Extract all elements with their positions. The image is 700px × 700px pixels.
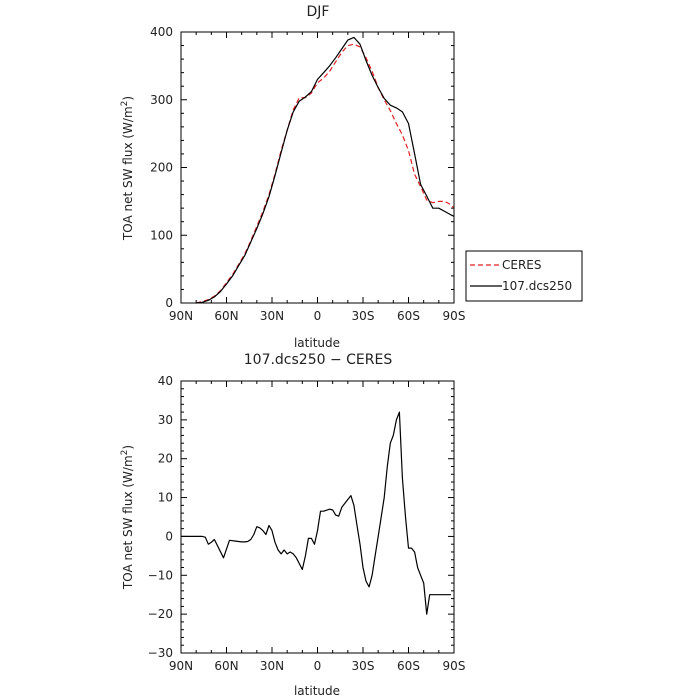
- top-y-tick-label: 0: [165, 296, 173, 310]
- bottom-x-tick-label: 30N: [260, 659, 284, 673]
- top-y-tick-label: 300: [150, 93, 173, 107]
- top-x-tick-label: 60N: [214, 309, 238, 323]
- bottom-y-tick-label: 10: [158, 491, 173, 505]
- bottom-y-tick-label: 0: [165, 529, 173, 543]
- bottom-x-axis-label: latitude: [294, 684, 340, 698]
- bottom-x-tick-label: 60N: [214, 659, 238, 673]
- bottom-chart-title: 107.dcs250 − CERES: [244, 352, 393, 368]
- bottom-panel: 107.dcs250 − CERES 90N 60N 30N 0 30S 60S 90S −3…: [120, 352, 465, 698]
- legend-box: [465, 250, 583, 302]
- top-x-tick-label: 30N: [260, 309, 284, 323]
- bottom-x-tick-label: 90N: [169, 659, 193, 673]
- legend-ceres-label: CERES: [502, 258, 542, 272]
- bottom-y-tick-label: 20: [158, 452, 173, 466]
- bottom-y-tick-label: −10: [148, 568, 173, 582]
- top-x-tick-label: 60S: [397, 309, 420, 323]
- bottom-y-tick-label: −20: [148, 607, 173, 621]
- top-y-axis-label: TOA net SW flux (W/m2): [120, 96, 135, 241]
- top-x-tick-label: 0: [314, 309, 322, 323]
- bottom-y-axis-label-sup: 2: [120, 450, 130, 456]
- top-axes: 90N 60N 30N 0 30S 60S 90S 0 100 200 300 400: [150, 25, 465, 323]
- bottom-y-tick-label: −30: [148, 646, 173, 660]
- legend: CERES 107.dcs250: [465, 250, 583, 302]
- top-y-axis-label-tail: ): [121, 96, 135, 101]
- bottom-x-tick-label: 30S: [352, 659, 375, 673]
- top-series-ceres-line: [196, 43, 455, 304]
- top-x-tick-label: 90N: [169, 309, 193, 323]
- top-y-tick-label: 100: [150, 228, 173, 242]
- bottom-x-tick-label: 60S: [397, 659, 420, 673]
- top-x-axis-label: latitude: [294, 336, 340, 350]
- bottom-y-axis-label: TOA net SW flux (W/m2): [120, 445, 135, 590]
- bottom-series-difference-line: [181, 411, 451, 615]
- bottom-y-axis-label-main: TOA net SW flux (W/m: [121, 455, 135, 590]
- bottom-y-tick-label: 30: [158, 413, 173, 427]
- bottom-x-tick-label: 0: [314, 659, 322, 673]
- legend-model-label: 107.dcs250: [502, 279, 572, 293]
- top-y-tick-label: 200: [150, 161, 173, 175]
- top-series-group: [196, 36, 455, 304]
- top-series-107-dcs250-line: [196, 36, 455, 304]
- bottom-x-tick-label: 90S: [443, 659, 466, 673]
- top-y-axis-label-main: TOA net SW flux (W/m: [121, 106, 135, 241]
- bottom-series-group: [181, 411, 451, 615]
- top-chart-title: DJF: [307, 4, 330, 20]
- top-x-tick-label: 30S: [352, 309, 375, 323]
- bottom-axes: 90N 60N 30N 0 30S 60S 90S −30 −20 −10 0 10 20 30 40: [148, 374, 466, 673]
- top-plot-frame: [180, 31, 455, 304]
- top-y-tick-label: 400: [150, 25, 173, 39]
- bottom-y-axis-label-tail: ): [121, 445, 135, 450]
- bottom-plot-frame: [180, 380, 455, 654]
- top-x-tick-label: 90S: [443, 309, 466, 323]
- top-y-axis-label-sup: 2: [120, 101, 130, 107]
- bottom-y-tick-label: 40: [158, 374, 173, 388]
- top-panel: DJF 90N 60N 30N 0 30S 60S 90S 0 100 200 300 400 lat…: [120, 4, 465, 350]
